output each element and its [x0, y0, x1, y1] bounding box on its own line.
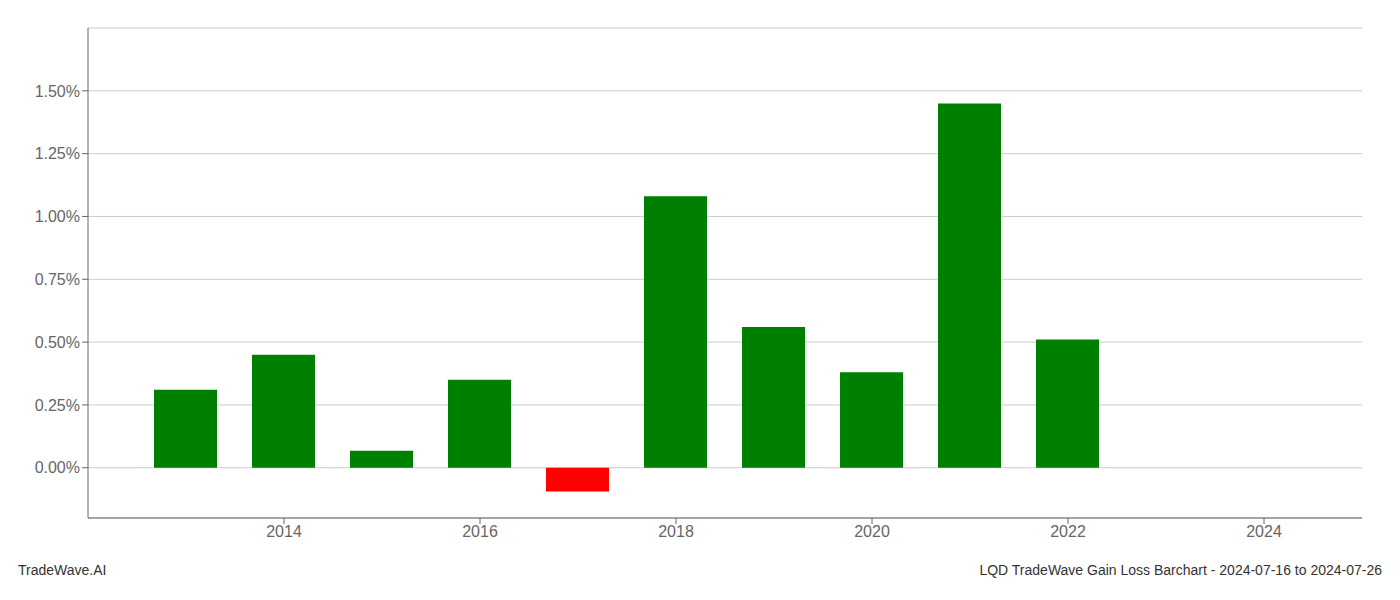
svg-text:1.25%: 1.25% [35, 145, 80, 162]
html-text:LQD TradeWave Gain Loss Barcha: LQD TradeWave Gain Loss Barchart - 2024-… [979, 562, 1382, 578]
svg-text:1.50%: 1.50% [35, 83, 80, 100]
svg-text:2024: 2024 [1246, 523, 1282, 540]
svg-text:0.50%: 0.50% [35, 334, 80, 351]
html-text:TradeWave.AI: TradeWave.AI [18, 562, 107, 578]
svg-text:2020: 2020 [854, 523, 890, 540]
svg-text:0.75%: 0.75% [35, 271, 80, 288]
svg-text:0.00%: 0.00% [35, 459, 80, 476]
svg-text:2022: 2022 [1050, 523, 1086, 540]
svg-text:2014: 2014 [266, 523, 302, 540]
svg-text:1.00%: 1.00% [35, 208, 80, 225]
svg-text:2018: 2018 [658, 523, 694, 540]
svg-text:2016: 2016 [462, 523, 498, 540]
svg-text:0.25%: 0.25% [35, 397, 80, 414]
